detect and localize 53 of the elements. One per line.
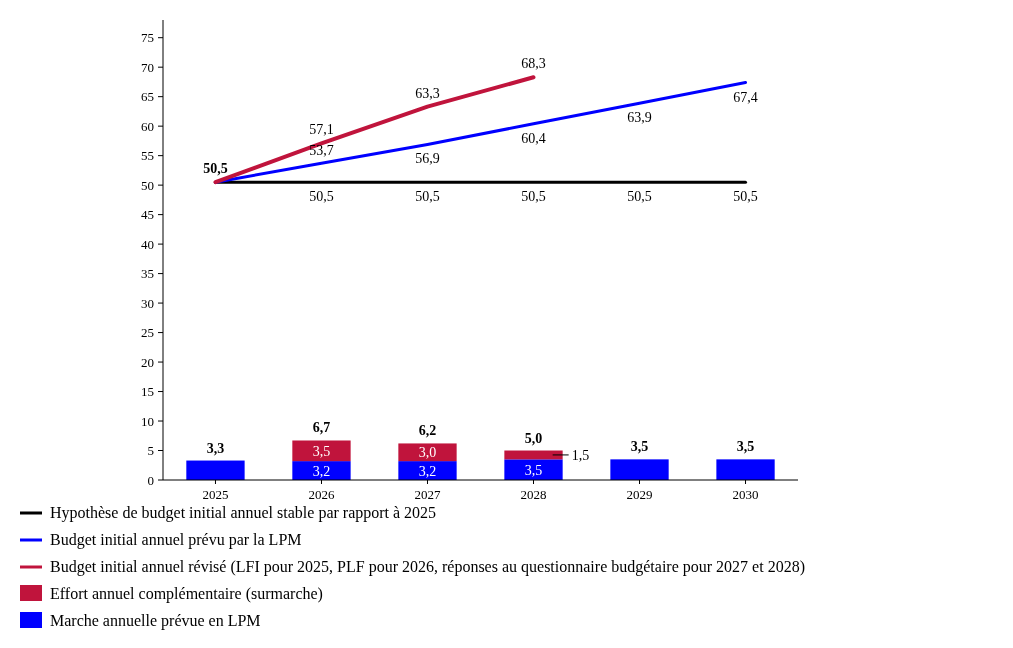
legend-label: Budget initial annuel prévu par la LPM — [50, 531, 302, 549]
data-label: 50,5 — [627, 189, 652, 205]
data-label: 57,1 — [309, 122, 334, 138]
y-tick-label: 35 — [141, 266, 154, 282]
total-label: 6,2 — [418, 423, 437, 439]
total-label: 6,7 — [312, 420, 331, 436]
y-tick-label: 25 — [141, 325, 154, 341]
data-label: 50,5 — [521, 189, 546, 205]
y-tick-label: 30 — [141, 295, 154, 311]
data-label: 68,3 — [521, 56, 546, 72]
data-label: 56,9 — [415, 151, 440, 167]
data-label: 50,5 — [733, 189, 758, 205]
y-tick-label: 60 — [141, 118, 154, 134]
data-label: 3,5 — [524, 462, 543, 478]
x-tick-label: 2030 — [732, 487, 759, 502]
data-label: 53,7 — [309, 143, 334, 159]
data-label: 63,3 — [415, 85, 440, 101]
total-label: 3,5 — [736, 439, 755, 455]
data-label: 60,4 — [521, 130, 546, 146]
y-tick-label: 55 — [141, 148, 154, 164]
y-tick-label: 40 — [141, 236, 154, 252]
x-tick-label: 2029 — [626, 487, 653, 502]
data-label: 50,5 — [309, 189, 334, 205]
data-label: 67,4 — [733, 89, 758, 105]
y-tick-label: 5 — [147, 443, 154, 459]
x-tick-label: 2027 — [414, 487, 441, 502]
y-tick-label: 50 — [141, 177, 154, 193]
total-label: 3,3 — [206, 440, 225, 456]
data-label: 50,5 — [203, 161, 228, 177]
data-label: 3,2 — [312, 463, 331, 479]
y-tick-label: 70 — [141, 59, 154, 75]
data-label: 1,5 — [571, 447, 590, 463]
y-tick-label: 10 — [141, 413, 154, 429]
x-tick-label: 2026 — [308, 487, 335, 502]
y-tick-label: 15 — [141, 384, 154, 400]
data-label: 3,5 — [312, 443, 331, 459]
data-label: 63,9 — [627, 110, 652, 126]
total-label: 3,5 — [630, 439, 649, 455]
legend-label: Hypothèse de budget initial annuel stable par rapport à 2025 — [50, 504, 437, 522]
y-tick-label: 65 — [141, 89, 154, 105]
x-tick-label: 2028 — [520, 487, 547, 502]
y-tick-label: 0 — [147, 472, 154, 488]
data-label: 3,0 — [418, 445, 437, 461]
y-tick-label: 75 — [141, 30, 154, 46]
data-label: 3,2 — [418, 463, 437, 479]
data-label: 50,5 — [415, 189, 440, 205]
total-label: 5,0 — [524, 430, 543, 446]
legend-label: Budget initial annuel révisé (LFI pour 2025, PLF pour 2026, réponses au questionnaire budgétaire pour 2027 et 2028) — [50, 558, 805, 576]
x-tick-label: 2025 — [202, 487, 229, 502]
legend-label: Effort annuel complémentaire (surmarche) — [50, 585, 323, 603]
y-tick-label: 20 — [141, 354, 154, 370]
legend-label: Marche annuelle prévue en LPM — [50, 612, 261, 630]
y-tick-label: 45 — [141, 207, 154, 223]
